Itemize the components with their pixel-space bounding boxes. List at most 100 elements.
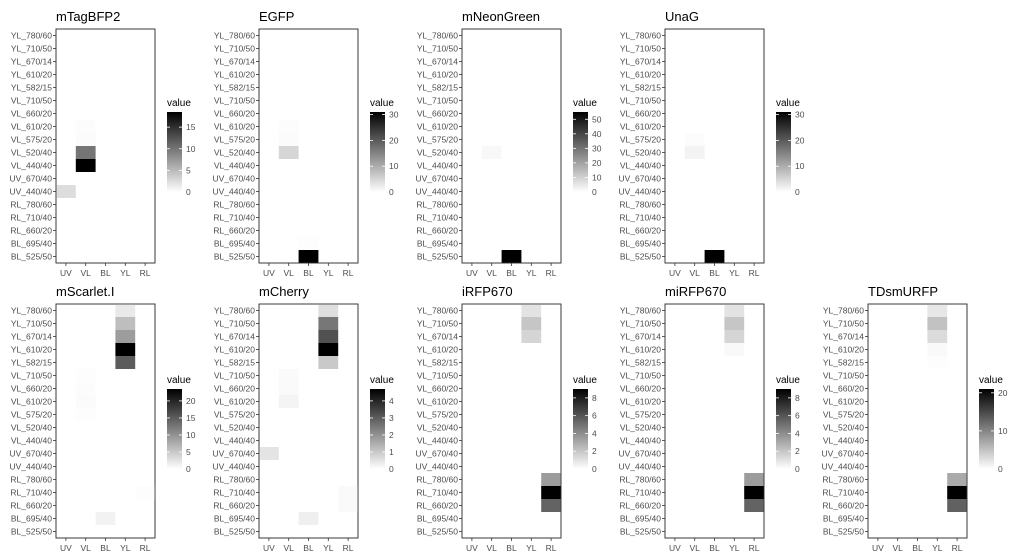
y-tick-label: UV_670/40 xyxy=(415,449,458,459)
y-tick-label: YL_610/20 xyxy=(823,345,864,355)
heat-cell-yl-yl-780-60 xyxy=(927,304,948,317)
y-tick-label: RL_660/20 xyxy=(416,226,458,236)
y-tick-label: VL_575/20 xyxy=(823,410,864,420)
heat-cell-yl-yl-710-50 xyxy=(521,317,542,330)
y-tick-label: UV_670/40 xyxy=(212,174,255,184)
x-tick-label: VL xyxy=(689,543,700,553)
heat-cell-rl-rl-660-20 xyxy=(744,499,764,512)
y-tick-label: RL_660/20 xyxy=(213,501,255,511)
y-tick-label: UV_670/40 xyxy=(618,449,661,459)
legend-colorbar xyxy=(573,112,588,192)
x-tick-label: YL xyxy=(120,268,131,278)
y-tick-label: VL_610/20 xyxy=(417,397,458,407)
y-tick-label: VL_660/20 xyxy=(620,384,661,394)
y-tick-label: VL_710/50 xyxy=(620,96,661,106)
y-tick-label: YL_780/60 xyxy=(823,306,864,316)
x-tick-label: YL xyxy=(323,543,334,553)
y-tick-label: UV_670/40 xyxy=(9,449,52,459)
y-tick-label: BL_525/50 xyxy=(620,527,661,537)
heat-cell-vl-vl-660-20 xyxy=(75,382,96,395)
heat-cell-vl-vl-710-50 xyxy=(75,369,96,382)
legend-title: value xyxy=(573,375,597,386)
y-tick-label: VL_520/40 xyxy=(417,423,458,433)
x-tick-label: RL xyxy=(749,268,760,278)
heat-cell-yl-yl-610-20 xyxy=(724,343,745,356)
y-tick-label: RL_780/60 xyxy=(822,475,864,485)
panel-title: mNeonGreen xyxy=(462,9,540,24)
legend-tick-label: 8 xyxy=(795,393,800,403)
heat-cell-bl-bl-525-50 xyxy=(298,250,319,263)
legend-colorbar xyxy=(776,389,791,469)
heat-cell-vl-vl-575-20 xyxy=(75,408,96,421)
heat-cell-yl-yl-780-60 xyxy=(318,304,339,317)
heat-cell-bl-bl-695-40 xyxy=(298,237,319,250)
x-tick-label: UV xyxy=(60,543,72,553)
heat-cell-vl-vl-610-20 xyxy=(75,120,96,133)
legend-tick-label: 2 xyxy=(389,430,394,440)
y-tick-label: YL_710/50 xyxy=(11,319,52,329)
y-tick-label: VL_575/20 xyxy=(620,410,661,420)
panel-egfp: EGFP YL_780/60 YL_710/50 YL_670/14 YL_610/20… xyxy=(212,9,398,278)
y-tick-label: VL_610/20 xyxy=(11,122,52,132)
heat-cell-rl-rl-710-40 xyxy=(135,486,155,499)
y-tick-label: BL_695/40 xyxy=(214,514,255,524)
y-tick-label: BL_525/50 xyxy=(417,527,458,537)
x-tick-label: VL xyxy=(80,543,91,553)
y-tick-label: YL_780/60 xyxy=(417,31,458,41)
y-tick-label: VL_575/20 xyxy=(417,135,458,145)
legend-tick-label: 20 xyxy=(795,135,805,145)
y-tick-label: YL_710/50 xyxy=(417,44,458,54)
x-tick-label: RL xyxy=(343,268,354,278)
x-tick-label: BL xyxy=(303,268,314,278)
heat-cell-rl-rl-710-40 xyxy=(744,486,764,499)
x-tick-label: YL xyxy=(120,543,131,553)
heat-cell-rl-rl-710-40 xyxy=(947,486,967,499)
y-tick-label: YL_610/20 xyxy=(214,345,255,355)
heat-cell-yl-yl-710-50 xyxy=(724,317,745,330)
x-tick-label: UV xyxy=(669,543,681,553)
legend-title: value xyxy=(370,375,394,386)
y-tick-label: YL_670/14 xyxy=(620,332,661,342)
heat-cell-yl-yl-670-14 xyxy=(521,330,542,343)
y-tick-label: BL_695/40 xyxy=(417,514,458,524)
plot-area xyxy=(664,28,765,264)
x-tick-label: UV xyxy=(872,543,884,553)
y-tick-label: YL_710/50 xyxy=(823,319,864,329)
legend-colorbar xyxy=(167,112,182,192)
heat-cell-bl-bl-695-40 xyxy=(95,512,116,525)
heat-cell-uv-uv-670-40 xyxy=(259,447,279,460)
y-tick-label: UV_440/40 xyxy=(9,462,52,472)
y-tick-label: YL_582/15 xyxy=(11,83,52,93)
y-tick-label: VL_710/50 xyxy=(11,96,52,106)
legend-tick-label: 4 xyxy=(795,428,800,438)
legend-title: value xyxy=(167,98,191,109)
y-tick-label: RL_660/20 xyxy=(10,501,52,511)
legend-tick-label: 10 xyxy=(795,161,805,171)
y-tick-label: VL_710/50 xyxy=(417,96,458,106)
heat-cell-rl-rl-710-40 xyxy=(541,486,561,499)
legend-tick-label: 4 xyxy=(592,428,597,438)
x-tick-label: UV xyxy=(60,268,72,278)
heat-cell-vl-vl-520-40 xyxy=(481,146,502,159)
panel-title: iRFP670 xyxy=(462,284,513,299)
heat-cell-yl-yl-582-15 xyxy=(927,356,948,369)
y-tick-label: RL_710/40 xyxy=(619,213,661,223)
y-tick-label: UV_670/40 xyxy=(212,449,255,459)
heat-cell-yl-yl-670-14 xyxy=(318,330,339,343)
y-tick-label: VL_440/40 xyxy=(214,161,255,171)
y-tick-label: VL_520/40 xyxy=(214,148,255,158)
panel-title: miRFP670 xyxy=(665,284,726,299)
y-tick-label: YL_710/50 xyxy=(214,44,255,54)
y-tick-label: VL_660/20 xyxy=(823,384,864,394)
y-tick-label: VL_710/50 xyxy=(214,96,255,106)
y-tick-label: RL_780/60 xyxy=(416,200,458,210)
legend-tick-label: 0 xyxy=(592,464,597,474)
y-tick-label: VL_710/50 xyxy=(620,371,661,381)
y-tick-label: VL_575/20 xyxy=(11,135,52,145)
heat-cell-yl-yl-670-14 xyxy=(724,330,745,343)
y-tick-label: YL_780/60 xyxy=(11,31,52,41)
x-tick-label: BL xyxy=(100,543,111,553)
legend-tick-label: 30 xyxy=(795,110,805,120)
heat-cell-vl-vl-610-20 xyxy=(278,395,299,408)
y-tick-label: VL_440/40 xyxy=(417,161,458,171)
